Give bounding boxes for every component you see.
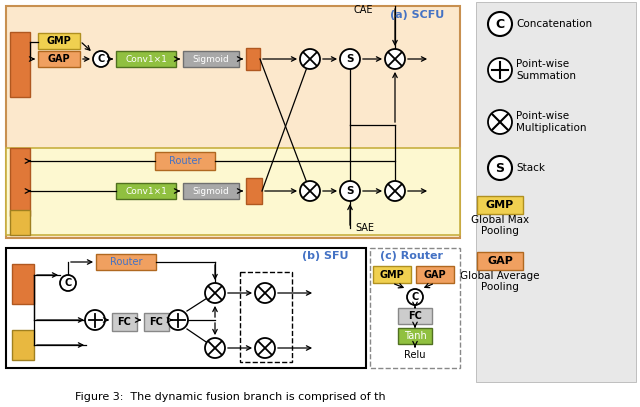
Circle shape: [488, 110, 512, 134]
Circle shape: [300, 49, 320, 69]
Text: C: C: [412, 292, 419, 302]
Circle shape: [340, 181, 360, 201]
Text: S: S: [346, 54, 354, 64]
Bar: [246, 178, 262, 204]
Text: FC: FC: [408, 311, 422, 321]
Bar: [38, 51, 80, 67]
Bar: [373, 266, 411, 283]
Text: C: C: [97, 54, 104, 64]
Text: GMP: GMP: [486, 200, 514, 210]
Circle shape: [255, 283, 275, 303]
Text: Global Max: Global Max: [471, 215, 529, 225]
Bar: [416, 266, 454, 283]
Bar: [6, 6, 460, 238]
Bar: [370, 248, 460, 368]
Circle shape: [385, 49, 405, 69]
Text: Pooling: Pooling: [481, 226, 519, 236]
Circle shape: [93, 51, 109, 67]
Text: C: C: [65, 278, 72, 288]
Text: Relu: Relu: [404, 350, 426, 360]
Text: FC: FC: [118, 317, 131, 327]
Text: Tanh: Tanh: [404, 331, 426, 341]
Circle shape: [205, 283, 225, 303]
Text: GAP: GAP: [48, 54, 70, 64]
Bar: [6, 248, 366, 368]
Text: GMP: GMP: [47, 36, 72, 46]
Circle shape: [85, 310, 105, 330]
Bar: [116, 51, 176, 67]
Text: (b) SFU: (b) SFU: [302, 251, 349, 261]
Bar: [477, 196, 523, 214]
Circle shape: [385, 181, 405, 201]
Text: CAE: CAE: [353, 5, 372, 15]
Text: Point-wise: Point-wise: [516, 111, 569, 121]
Bar: [240, 272, 292, 362]
Circle shape: [255, 338, 275, 358]
Circle shape: [407, 289, 423, 305]
Circle shape: [300, 181, 320, 201]
Text: Router: Router: [109, 257, 142, 267]
Text: Point-wise: Point-wise: [516, 59, 569, 69]
Bar: [144, 313, 169, 331]
Text: (a) SCFU: (a) SCFU: [390, 10, 444, 20]
Bar: [10, 148, 30, 216]
Text: Stack: Stack: [516, 163, 545, 173]
Text: GMP: GMP: [380, 269, 404, 280]
Text: Global Average: Global Average: [460, 271, 540, 281]
Text: Router: Router: [169, 156, 201, 166]
Bar: [246, 48, 260, 70]
Text: Figure 3:  The dynamic fusion branch is comprised of th: Figure 3: The dynamic fusion branch is c…: [75, 392, 385, 402]
Bar: [155, 152, 215, 170]
Text: Sigmoid: Sigmoid: [193, 55, 229, 63]
Text: SAE: SAE: [355, 223, 374, 233]
Bar: [12, 264, 34, 304]
Bar: [38, 33, 80, 49]
Bar: [398, 328, 432, 344]
Bar: [398, 308, 432, 324]
Circle shape: [60, 275, 76, 291]
Bar: [476, 2, 636, 382]
Bar: [112, 313, 137, 331]
Text: Conv1×1: Conv1×1: [125, 55, 167, 63]
Bar: [12, 330, 34, 360]
Text: Pooling: Pooling: [481, 282, 519, 292]
Text: Multiplication: Multiplication: [516, 123, 586, 133]
Bar: [10, 210, 30, 235]
Text: FC: FC: [150, 317, 163, 327]
Bar: [96, 254, 156, 270]
Text: C: C: [495, 18, 504, 31]
Bar: [183, 183, 239, 199]
Text: S: S: [346, 186, 354, 196]
Bar: [6, 148, 460, 235]
Text: (c) Router: (c) Router: [380, 251, 443, 261]
Circle shape: [205, 338, 225, 358]
Circle shape: [488, 156, 512, 180]
Text: S: S: [495, 162, 504, 175]
Text: GAP: GAP: [487, 256, 513, 266]
Text: Conv1×1: Conv1×1: [125, 186, 167, 195]
Bar: [116, 183, 176, 199]
Bar: [477, 252, 523, 270]
Circle shape: [168, 310, 188, 330]
Circle shape: [488, 58, 512, 82]
Text: GAP: GAP: [424, 269, 446, 280]
Bar: [183, 51, 239, 67]
Bar: [10, 32, 30, 97]
Text: Sigmoid: Sigmoid: [193, 186, 229, 195]
Text: Summation: Summation: [516, 71, 576, 81]
Circle shape: [340, 49, 360, 69]
Circle shape: [488, 12, 512, 36]
Text: Concatenation: Concatenation: [516, 19, 592, 29]
